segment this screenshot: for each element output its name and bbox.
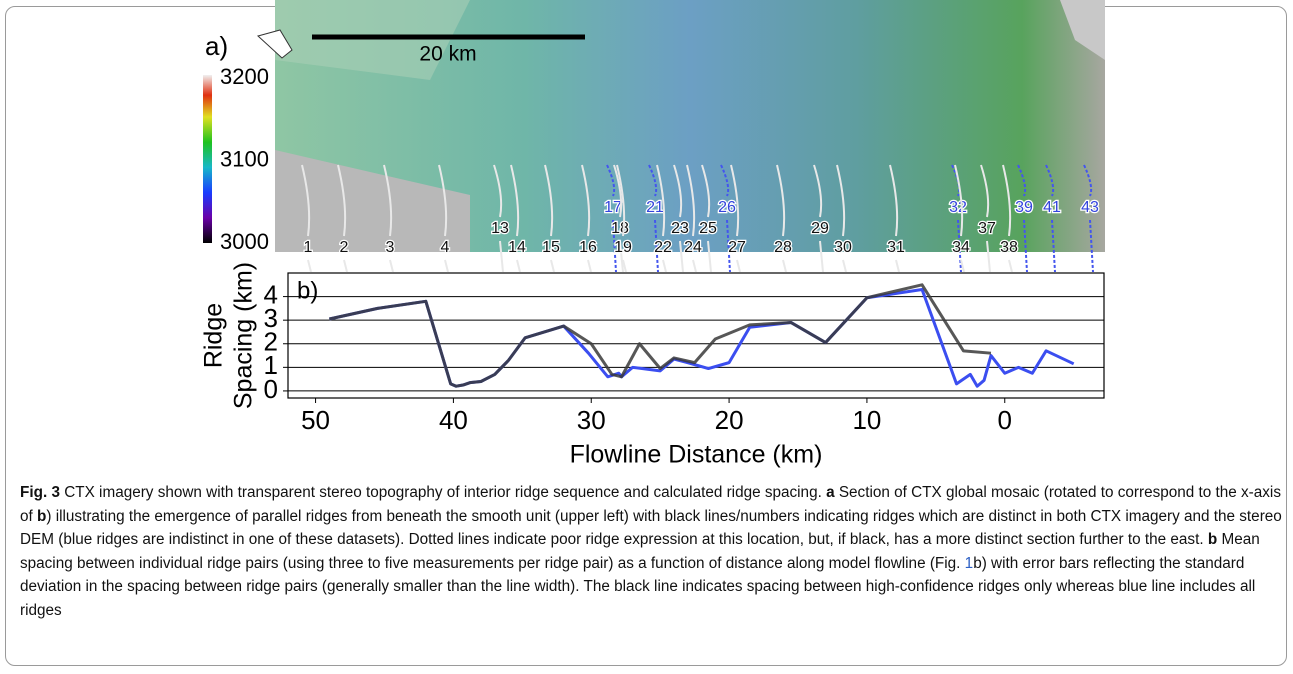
colorbar bbox=[203, 75, 212, 243]
ridge-label: 31 bbox=[887, 239, 905, 256]
ridge-label: 34 bbox=[952, 239, 970, 256]
x-tick-label: 50 bbox=[301, 405, 330, 435]
x-tick-label: 0 bbox=[998, 405, 1012, 435]
ridge-label: 30 bbox=[834, 239, 852, 256]
ridge-label: 37 bbox=[978, 220, 996, 237]
caption-text: Fig. 3 bbox=[20, 484, 60, 501]
ridge-label: 14 bbox=[508, 239, 526, 256]
ridge-label: 38 bbox=[1000, 239, 1018, 256]
caption: Fig. 3 CTX imagery shown with transparen… bbox=[20, 481, 1282, 622]
x-tick-label: 40 bbox=[439, 405, 468, 435]
ridge-label: 23 bbox=[671, 220, 689, 237]
ridge-label: 24 bbox=[684, 239, 702, 256]
ridge-label: 1 bbox=[304, 239, 313, 256]
ridge-label: 32 bbox=[949, 199, 967, 216]
plot-area bbox=[288, 273, 1104, 398]
panel-label: a) bbox=[205, 31, 228, 61]
caption-text: b bbox=[1208, 531, 1217, 548]
caption-text: a bbox=[826, 484, 835, 501]
scale-bar-label: 20 km bbox=[419, 43, 476, 66]
ridge-label: 18 bbox=[611, 220, 629, 237]
ridge-label: 21 bbox=[646, 199, 664, 216]
ridge-label: 17 bbox=[604, 199, 622, 216]
ridge-label: 27 bbox=[728, 239, 746, 256]
ridge-label: 4 bbox=[441, 239, 450, 256]
y-tick-label: 4 bbox=[264, 279, 278, 309]
ridge-label: 2 bbox=[340, 239, 349, 256]
ridge-label: 28 bbox=[774, 239, 792, 256]
caption-text: CTX imagery shown with transparent stere… bbox=[60, 484, 826, 501]
ridge-label: 15 bbox=[542, 239, 560, 256]
x-tick-label: 20 bbox=[715, 405, 744, 435]
ridge-label: 41 bbox=[1043, 199, 1061, 216]
ridge-label: 19 bbox=[614, 239, 632, 256]
caption-text[interactable]: 1 bbox=[965, 555, 974, 572]
ridge-label: 43 bbox=[1081, 199, 1099, 216]
colorbar-tick-label: 3100 bbox=[220, 146, 269, 171]
ridge-label: 16 bbox=[579, 239, 597, 256]
x-axis-label: Flowline Distance (km) bbox=[570, 441, 823, 469]
colorbar-tick-label: 3000 bbox=[220, 229, 269, 254]
ridge-label: 29 bbox=[811, 220, 829, 237]
y-axis-label: Spacing (km) bbox=[230, 262, 258, 409]
ridge-label: 22 bbox=[654, 239, 672, 256]
y-axis-label: Ridge bbox=[200, 303, 228, 368]
page: { "panel_a": { "label": "a)", "scale_bar… bbox=[0, 0, 1293, 674]
caption-text: ) illustrating the emergence of parallel… bbox=[20, 508, 1282, 549]
x-tick-label: 30 bbox=[577, 405, 606, 435]
ridge-label: 13 bbox=[491, 220, 509, 237]
ridge-label: 39 bbox=[1015, 199, 1033, 216]
caption-text: b bbox=[37, 508, 46, 525]
ridge-label: 3 bbox=[386, 239, 395, 256]
ridge-label: 25 bbox=[699, 220, 717, 237]
colorbar-tick-label: 3200 bbox=[220, 64, 269, 89]
ridge-label: 26 bbox=[718, 199, 736, 216]
panel-label: b) bbox=[297, 277, 318, 304]
x-tick-label: 10 bbox=[852, 405, 881, 435]
